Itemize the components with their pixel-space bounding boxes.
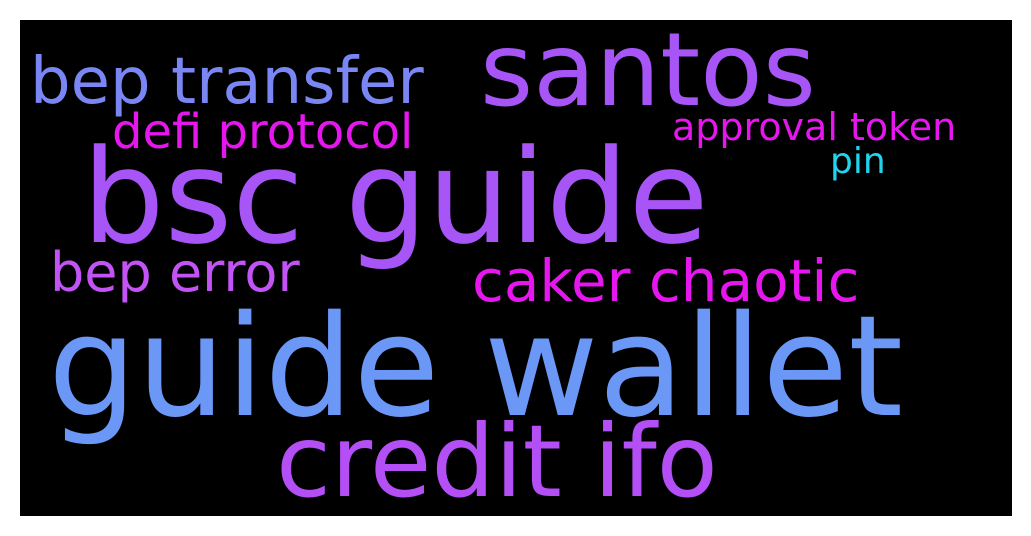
word-credit-ifo: credit ifo bbox=[276, 403, 718, 516]
word-bep-error: bep error bbox=[50, 241, 300, 304]
word-bsc-guide: bsc guide bbox=[82, 121, 709, 273]
word-guide-wallet: guide wallet bbox=[48, 286, 904, 449]
word-defi-protocol: defi protocol bbox=[112, 104, 414, 160]
word-caker-chaotic: caker chaotic bbox=[472, 247, 860, 315]
word-bep-transfer: bep transfer bbox=[30, 45, 424, 119]
word-cloud: santos bep transfer defi protocol approv… bbox=[20, 20, 1012, 516]
word-pin: pin bbox=[830, 141, 886, 182]
word-santos: santos bbox=[480, 20, 816, 130]
word-approval-token: approval token bbox=[672, 105, 957, 149]
